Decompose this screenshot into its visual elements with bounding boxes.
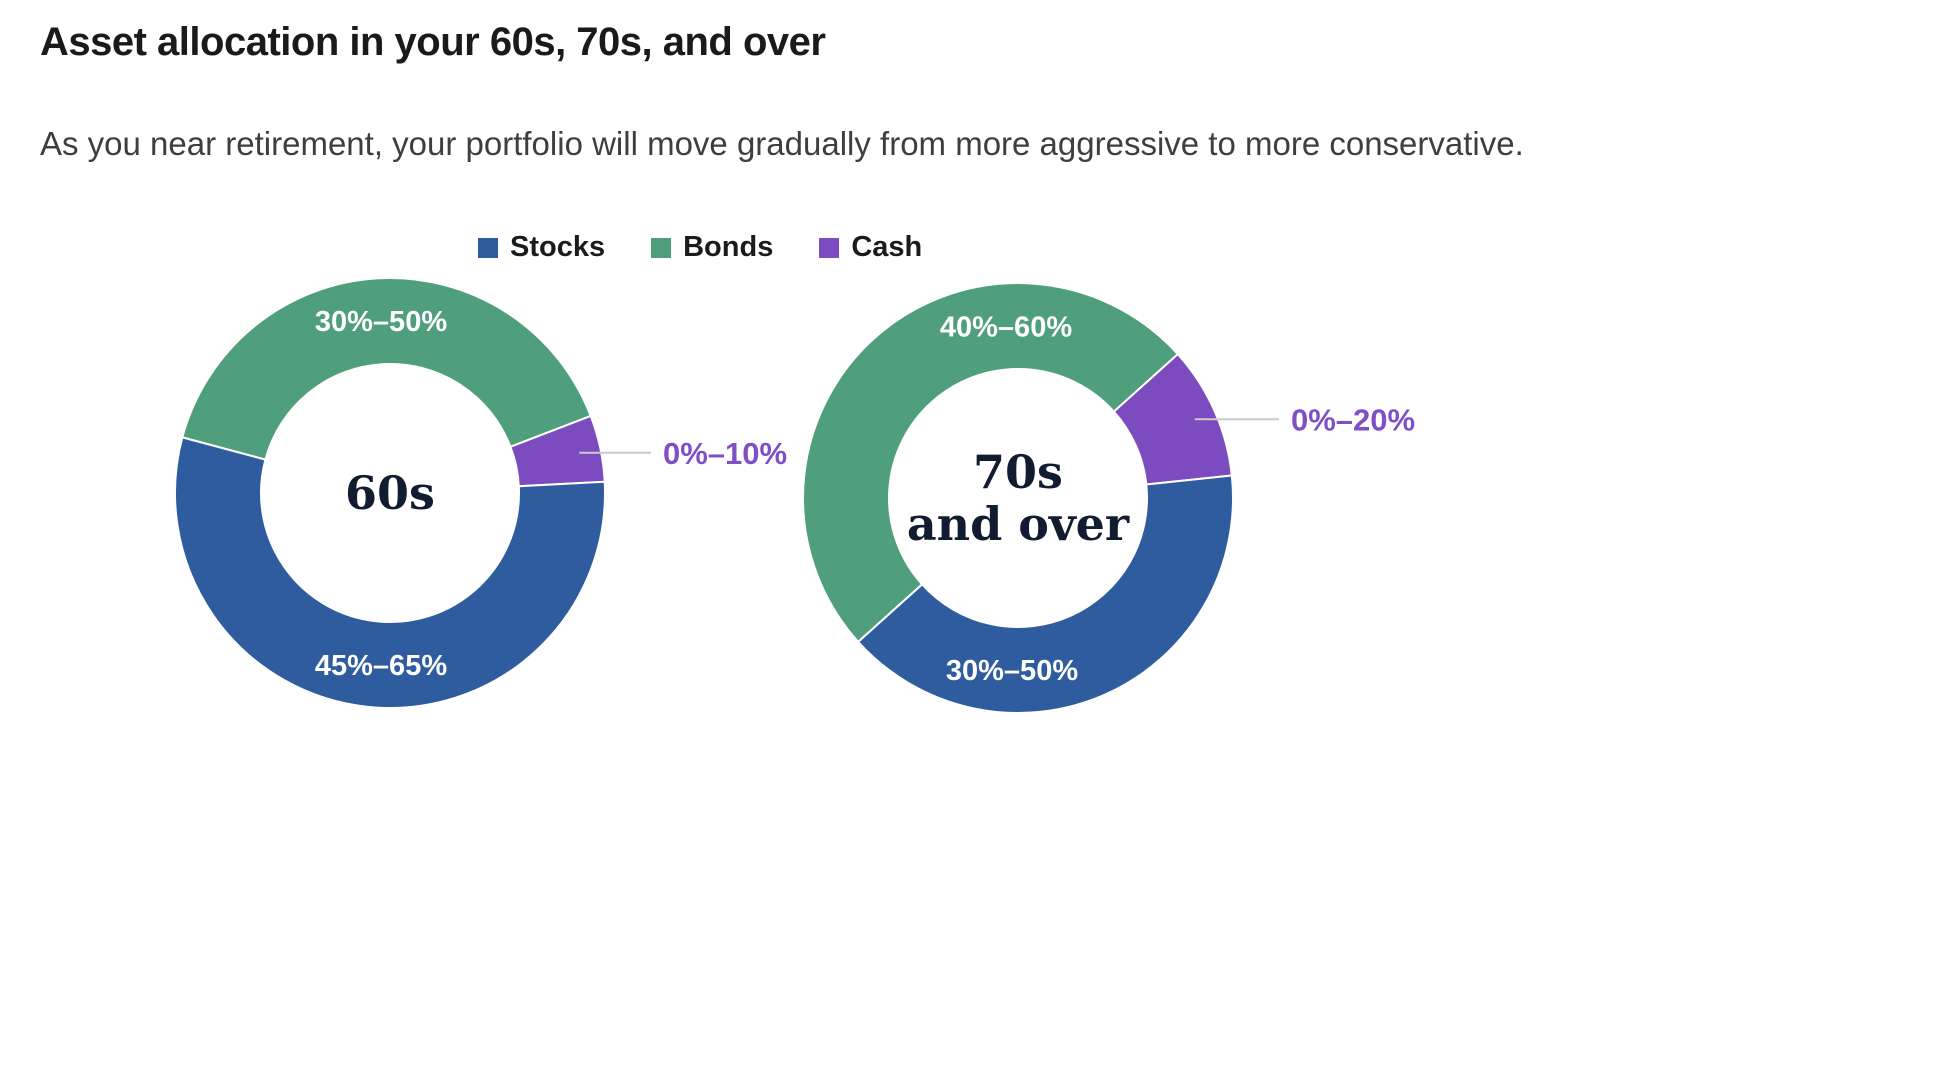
donut-center-label: 70s <box>973 445 1063 499</box>
segment-stocks <box>174 435 607 709</box>
donut-center-label: and over <box>907 497 1130 551</box>
legend-item-cash: Cash <box>819 231 922 264</box>
bonds-swatch-icon <box>651 237 672 258</box>
segment-range-label-bonds: 30%–50% <box>315 306 447 338</box>
segment-bonds <box>181 276 593 461</box>
donut-charts: 30%–50% 0%–10% 45%–65% 60s 40%–60% 0%–20% 30%–… <box>174 276 1415 714</box>
cash-swatch-icon <box>819 237 840 258</box>
donut-60s: 30%–50% 0%–10% 45%–65% 60s <box>174 276 787 709</box>
segment-range-label-stocks: 30%–50% <box>946 654 1078 686</box>
donut-charts-wrap: 30%–50% 0%–10% 45%–65% 60s 40%–60% 0%–20% 30%–… <box>40 275 1918 732</box>
intro-text: As you near retirement, your portfolio w… <box>40 125 1524 162</box>
chart-area: Stocks Bonds Cash 30%–50% 0%–10% 45%–65% 60… <box>40 231 1918 732</box>
chart-legend: Stocks Bonds Cash <box>40 231 1918 265</box>
segment-range-label-bonds: 40%–60% <box>940 311 1072 343</box>
donut-center-label: 60s <box>345 466 435 520</box>
segment-range-label-stocks: 45%–65% <box>315 649 447 681</box>
legend-item-bonds: Bonds <box>651 231 773 264</box>
stocks-swatch-icon <box>478 237 498 258</box>
legend-label-stocks: Stocks <box>510 231 606 263</box>
legend-label-bonds: Bonds <box>683 231 774 263</box>
callout-label-cash: 0%–20% <box>1291 402 1415 437</box>
callout-label-cash: 0%–10% <box>663 435 787 470</box>
page-title: Asset allocation in your 60s, 70s, and o… <box>40 20 826 64</box>
segment-bonds <box>802 281 1180 643</box>
legend-item-stocks: Stocks <box>478 231 605 264</box>
segment-stocks <box>856 473 1234 714</box>
legend-label-cash: Cash <box>851 231 923 263</box>
